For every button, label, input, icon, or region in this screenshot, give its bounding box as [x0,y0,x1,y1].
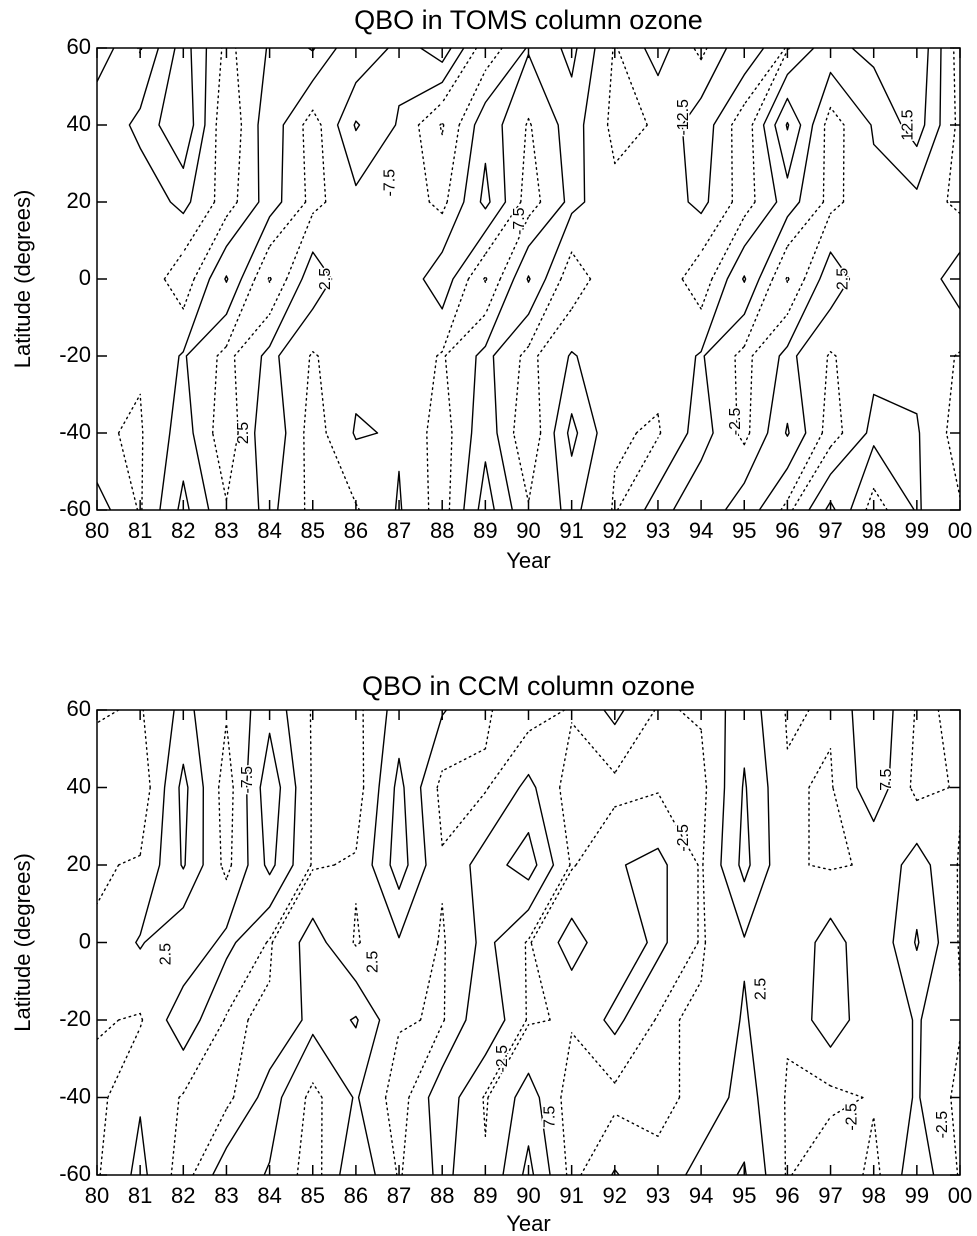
x-tick-label: 88 [430,518,454,543]
contour-label: 2.5 [835,268,852,290]
contour-label: -2.5 [494,1045,511,1073]
contour-label: -7.5 [382,169,399,197]
y-tick-label: -40 [59,419,91,444]
y-tick-label: 20 [67,851,91,876]
contour-label: -12.5 [675,99,692,136]
y-tick-label: 60 [67,34,91,59]
x-tick-label: 90 [516,1183,540,1208]
y-tick-label: 0 [79,265,91,290]
y-tick-label: -60 [59,1161,91,1186]
x-tick-label: 91 [559,518,583,543]
x-tick-label: 80 [85,518,109,543]
y-tick-label: 20 [67,188,91,213]
chart-title: QBO in TOMS column ozone [354,5,703,35]
x-tick-label: 96 [775,518,799,543]
contour-label: -2.5 [843,1103,860,1131]
x-tick-label: 81 [128,1183,152,1208]
y-tick-label: -60 [59,496,91,521]
contour-line [178,732,920,1175]
x-tick-label: 85 [301,1183,325,1208]
y-tick-label: -20 [59,1006,91,1031]
x-axis-label: Year [506,548,550,573]
x-tick-label: 86 [344,518,368,543]
x-tick-label: 98 [861,1183,885,1208]
x-tick-label: 93 [646,1183,670,1208]
x-tick-label: 94 [689,1183,713,1208]
contour-line [158,48,929,510]
contour-label: -2.5 [934,1111,951,1139]
contour-label: 2.5 [317,268,334,290]
x-tick-label: 83 [214,518,238,543]
chart-title: QBO in CCM column ozone [362,671,695,701]
contour-label: 2.5 [753,978,770,1000]
contour-label: -7.5 [239,766,256,794]
x-tick-label: 98 [861,518,885,543]
y-tick-label: 60 [67,696,91,721]
contour-label: 7.5 [878,769,895,791]
y-axis-label: Latitude (degrees) [10,853,35,1032]
x-tick-label: 84 [257,1183,281,1208]
contour-label: -7.5 [511,207,528,235]
x-tick-label: 89 [473,1183,497,1208]
x-tick-label: 00 [948,518,972,543]
contour-label: 2.5 [157,943,174,965]
x-tick-label: 87 [387,518,411,543]
contour-group: 2.5 -7.5 2.5 -2.5 7.5 -2.5 2.5 -2.5 7.5 -2.5 [97,710,960,1175]
y-tick-label: 40 [67,773,91,798]
x-axis-label: Year [506,1211,550,1236]
y-axis-label: Latitude (degrees) [10,190,35,369]
contour-line [130,710,940,1175]
x-tick-label: 87 [387,1183,411,1208]
x-tick-label: 91 [559,1183,583,1208]
x-tick-label: 97 [818,1183,842,1208]
x-tick-label: 96 [775,1183,799,1208]
x-tick-label: 88 [430,1183,454,1208]
contour-label: 12.5 [899,109,916,140]
contour-group: 2.5 2.5 -7.5 -7.5 -2.5 2.5 -12.5 12.5 [97,48,960,510]
contour-line [267,122,790,283]
x-tick-label: 99 [905,518,929,543]
contour-line [97,48,960,510]
x-tick-label: 84 [257,518,281,543]
contour-label: -2.5 [727,408,744,436]
contour-label: 2.5 [364,951,381,973]
x-tick-label: 85 [301,518,325,543]
y-tick-label: -40 [59,1083,91,1108]
x-tick-label: 93 [646,518,670,543]
x-tick-label: 00 [948,1183,972,1208]
contour-label: -2.5 [675,824,692,852]
y-tick-label: -20 [59,342,91,367]
x-tick-label: 86 [344,1183,368,1208]
x-tick-label: 83 [214,1183,238,1208]
y-tick-label: 40 [67,111,91,136]
x-tick-label: 90 [516,518,540,543]
x-tick-label: 92 [603,518,627,543]
x-tick-label: 82 [171,518,195,543]
plot-frame [96,709,961,1176]
x-tick-label: 95 [732,1183,756,1208]
x-tick-label: 99 [905,1183,929,1208]
plot-frame [96,47,961,511]
contour-line [117,48,960,510]
contour-label: 7.5 [541,1106,558,1128]
contour-line [785,121,790,131]
x-tick-label: 95 [732,518,756,543]
x-tick-label: 89 [473,518,497,543]
x-tick-label: 81 [128,518,152,543]
y-tick-label: 0 [79,928,91,953]
x-tick-label: 94 [689,518,713,543]
x-tick-label: 97 [818,518,842,543]
x-tick-label: 82 [171,1183,195,1208]
contour-label: 2.5 [235,422,252,444]
x-tick-label: 80 [85,1183,109,1208]
contour-line [97,710,960,1175]
x-tick-label: 92 [603,1183,627,1208]
